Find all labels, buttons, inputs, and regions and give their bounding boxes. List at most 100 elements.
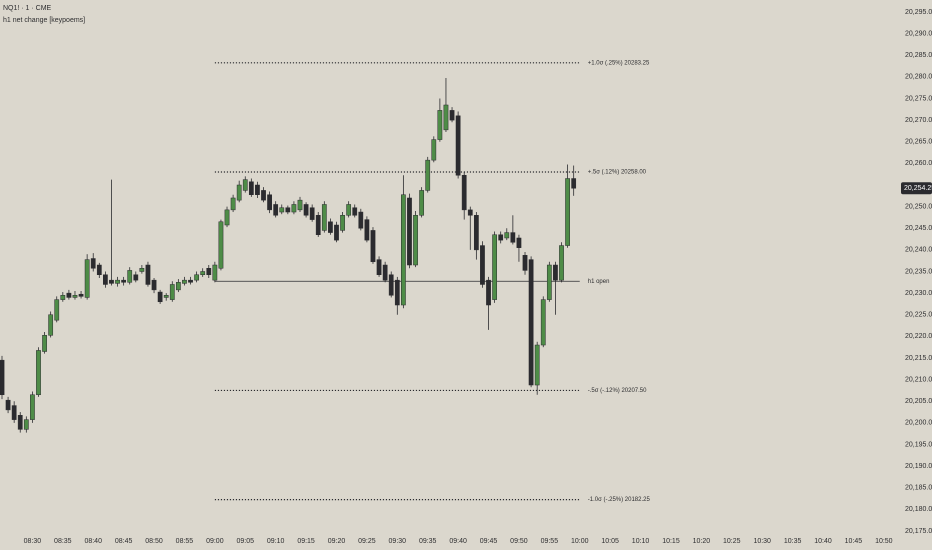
candle-body-down xyxy=(394,279,400,306)
y-tick-label: 20,195.00 xyxy=(905,441,932,448)
candle-body-up xyxy=(200,271,206,275)
x-tick-label: 10:05 xyxy=(601,538,619,545)
candle-body-up xyxy=(559,245,564,281)
y-tick-label: 20,250.00 xyxy=(905,203,932,210)
candle-body-down xyxy=(157,291,163,303)
candle-body-down xyxy=(388,274,394,296)
candle-body-up xyxy=(54,299,60,321)
candle-body-down xyxy=(480,245,485,285)
candle-body-up xyxy=(182,279,187,284)
candle-body-down xyxy=(145,264,151,285)
candle-body-down xyxy=(103,274,108,285)
y-tick-label: 20,240.00 xyxy=(905,247,932,254)
candle-body-up xyxy=(48,314,54,336)
candle-body-up xyxy=(540,299,546,346)
candle-body-up xyxy=(212,264,218,281)
candle-body-up xyxy=(175,282,181,291)
candle-body-up xyxy=(230,197,236,211)
candle-body-up xyxy=(401,194,406,306)
y-tick-label: 20,225.00 xyxy=(905,312,932,319)
level-label: +.5σ (.12%) 20258.00 xyxy=(588,170,647,176)
candle-body-down xyxy=(303,204,309,216)
candle-body-down xyxy=(255,184,260,195)
x-tick-label: 08:40 xyxy=(84,538,102,545)
candle-body-down xyxy=(486,279,491,306)
candle-body-down xyxy=(370,230,376,263)
candle-body-down xyxy=(90,258,96,269)
candle-body-down xyxy=(571,178,577,189)
x-tick-label: 10:25 xyxy=(723,538,741,545)
x-tick-label: 10:15 xyxy=(662,538,680,545)
candle-body-up xyxy=(413,215,418,266)
x-tick-label: 10:35 xyxy=(784,538,802,545)
candle-body-up xyxy=(443,104,449,131)
y-tick-label: 20,275.00 xyxy=(905,95,932,102)
x-tick-label: 09:25 xyxy=(358,538,376,545)
x-tick-label: 08:45 xyxy=(115,538,133,545)
y-tick-label: 20,285.00 xyxy=(905,52,932,59)
x-tick-label: 09:45 xyxy=(480,538,498,545)
last-price-tag xyxy=(901,182,932,195)
candle-body-up xyxy=(60,295,66,300)
candle-body-down xyxy=(206,268,212,275)
x-tick-label: 09:10 xyxy=(267,538,285,545)
candle-body-up xyxy=(169,284,175,300)
x-tick-label: 08:30 xyxy=(24,538,42,545)
y-tick-label: 20,190.00 xyxy=(905,463,932,470)
candle-body-up xyxy=(242,179,248,191)
candle-body-up xyxy=(218,221,224,269)
last-price-label: 20,254.25 xyxy=(904,185,932,192)
x-tick-label: 10:30 xyxy=(753,538,771,545)
x-tick-label: 10:20 xyxy=(693,538,711,545)
candle-body-down xyxy=(553,264,558,281)
x-tick-label: 08:55 xyxy=(176,538,194,545)
candle-body-up xyxy=(431,139,437,161)
y-tick-label: 20,215.00 xyxy=(905,355,932,362)
candle-body-up xyxy=(504,232,510,239)
x-tick-label: 09:05 xyxy=(236,538,254,545)
y-tick-label: 20,260.00 xyxy=(905,160,932,167)
x-tick-label: 09:35 xyxy=(419,538,437,545)
candle-body-down xyxy=(267,194,272,211)
candle-body-down xyxy=(352,207,358,216)
candle-body-up xyxy=(42,335,47,352)
candle-body-down xyxy=(96,264,102,275)
x-tick-label: 09:55 xyxy=(541,538,559,545)
candle-body-down xyxy=(133,274,139,281)
candle-body-up xyxy=(425,159,431,191)
y-tick-label: 20,200.00 xyxy=(905,420,932,427)
candle-body-up xyxy=(194,274,199,281)
candle-body-up xyxy=(437,110,443,140)
candle-body-up xyxy=(30,394,35,420)
candle-body-down xyxy=(358,211,364,229)
candle-body-down xyxy=(364,219,370,241)
candle-body-up xyxy=(279,207,285,213)
x-tick-label: 10:00 xyxy=(571,538,589,545)
candle-body-down xyxy=(188,279,193,283)
candle-body-up xyxy=(534,344,540,386)
level-label: -.5σ (-.12%) 20207.50 xyxy=(588,388,647,394)
candle-body-up xyxy=(72,295,78,298)
candle-body-up xyxy=(340,215,345,231)
candle-body-down xyxy=(528,259,534,386)
candle-body-up xyxy=(291,204,297,213)
candle-body-down xyxy=(109,279,114,284)
x-tick-label: 08:35 xyxy=(54,538,72,545)
candle-body-down xyxy=(261,190,266,201)
candle-body-down xyxy=(382,264,388,281)
y-tick-label: 20,265.00 xyxy=(905,139,932,146)
x-tick-label: 09:15 xyxy=(297,538,315,545)
y-tick-label: 20,270.00 xyxy=(905,117,932,124)
y-tick-label: 20,290.00 xyxy=(905,30,932,37)
candle-body-down xyxy=(473,215,479,251)
candle-body-up xyxy=(321,204,327,231)
x-tick-label: 09:30 xyxy=(389,538,407,545)
y-tick-label: 20,220.00 xyxy=(905,333,932,340)
candle-body-up xyxy=(346,204,352,216)
candle-body-down xyxy=(66,292,72,298)
level-label: h1 open xyxy=(588,279,610,285)
candle-body-up xyxy=(23,419,29,430)
candle-body-up xyxy=(84,259,90,298)
